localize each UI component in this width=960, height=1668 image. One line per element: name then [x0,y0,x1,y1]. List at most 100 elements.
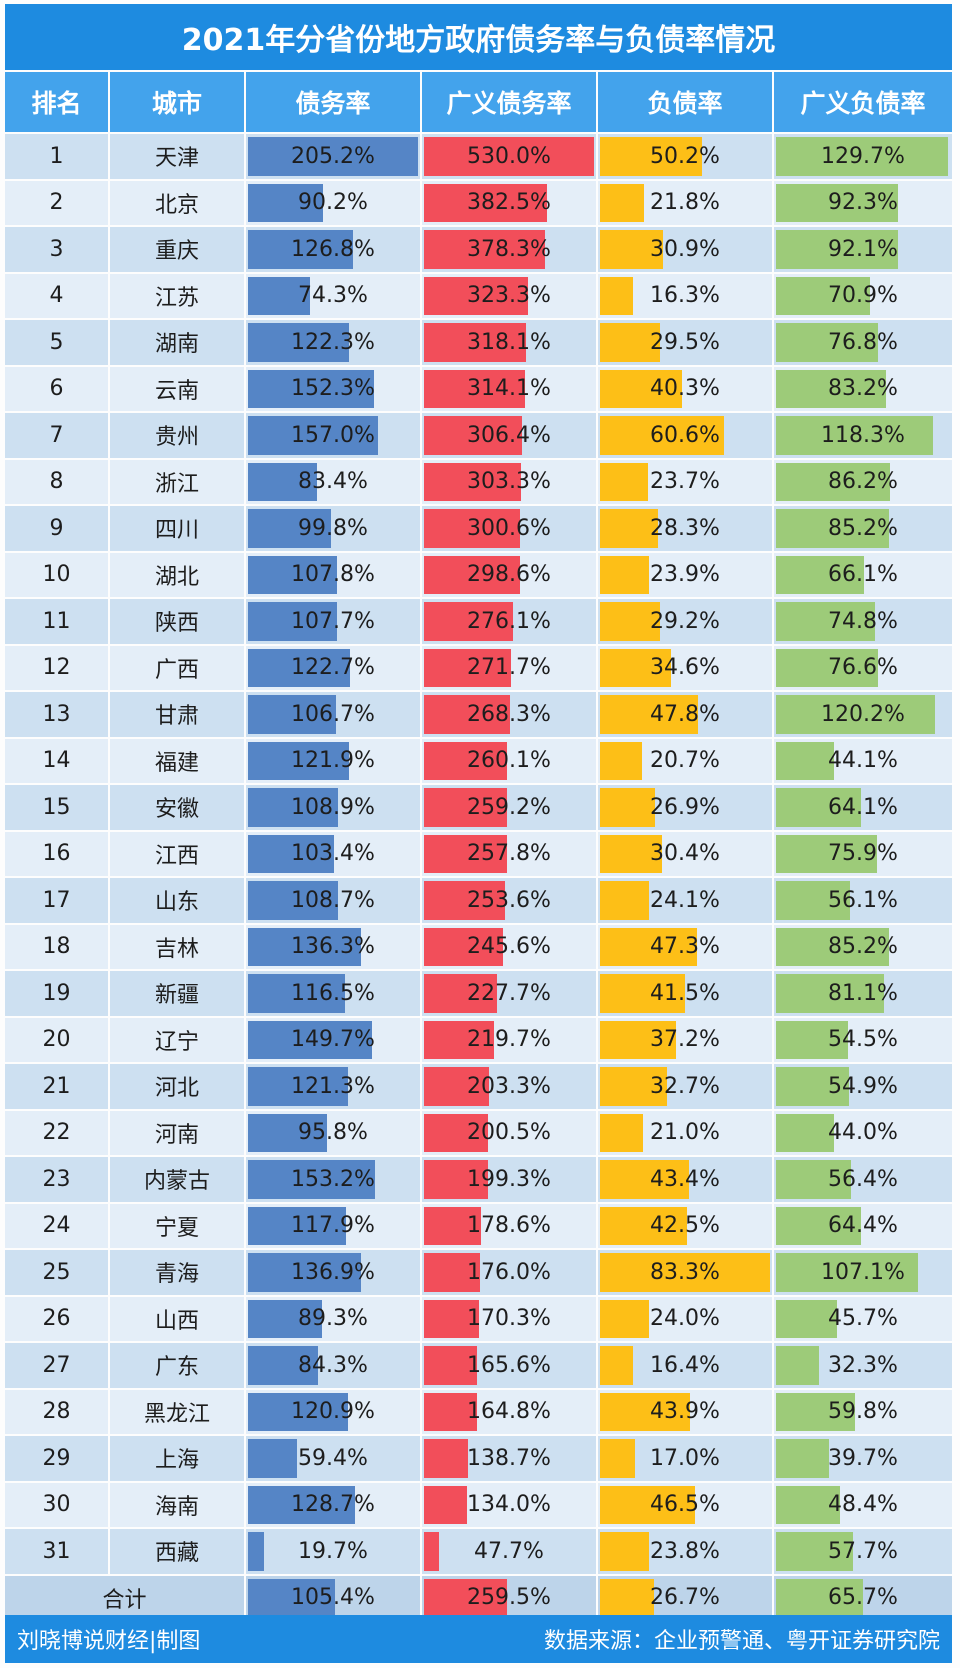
broad-liability-ratio-value: 56.4% [828,1166,898,1192]
broad-debt-ratio-bar [424,834,507,873]
city-cell: 甘肃 [110,692,246,739]
broad-debt-ratio-cell: 259.5% [422,1575,598,1622]
broad-liability-ratio-bar [776,602,875,641]
liability-ratio-bar [600,1439,635,1478]
broad-debt-ratio-bar [424,788,507,827]
city-cell: 上海 [110,1436,246,1483]
broad-debt-ratio-value: 268.3% [467,701,551,727]
liability-ratio-value: 17.0% [650,1445,720,1471]
broad-debt-ratio-bar [424,741,507,780]
table-row: 19 新疆 116.5% 227.7% 41.5% 81.1% [5,971,952,1018]
broad-liability-ratio-value: 92.1% [828,236,898,262]
city-cell: 江苏 [110,273,246,320]
broad-liability-ratio-cell: 54.5% [774,1017,952,1064]
rank-cell: 7 [5,413,110,460]
broad-liability-ratio-bar [776,1067,849,1106]
broad-liability-ratio-bar [776,1485,840,1524]
liability-ratio-cell: 29.2% [598,599,774,646]
liability-ratio-cell: 37.2% [598,1017,774,1064]
liability-ratio-bar [600,1578,654,1617]
liability-ratio-bar [600,416,724,455]
debt-ratio-cell: 90.2% [246,180,422,227]
total-row: 合计 105.4% 259.5% 26.7% 65.7% [5,1575,952,1622]
broad-liability-ratio-value: 66.1% [828,562,898,588]
liability-ratio-cell: 30.4% [598,831,774,878]
broad-debt-ratio-value: 164.8% [467,1399,551,1425]
liability-ratio-bar [600,369,682,408]
liability-ratio-bar [600,695,698,734]
broad-debt-ratio-cell: 47.7% [422,1529,598,1576]
debt-ratio-cell: 149.7% [246,1017,422,1064]
table-row: 24 宁夏 117.9% 178.6% 42.5% 64.4% [5,1203,952,1250]
footer: 刘晓博说财经|制图 数据来源：企业预警通、粤开证券研究院 [5,1615,952,1663]
col-header-rank: 排名 [5,72,110,134]
debt-ratio-bar [248,137,418,176]
broad-liability-ratio-value: 44.1% [828,748,898,774]
broad-debt-ratio-cell: 268.3% [422,692,598,739]
table-row: 20 辽宁 149.7% 219.7% 37.2% 54.5% [5,1017,952,1064]
table-body: 1 天津 205.2% 530.0% 50.2% 129.7% 2 北京 90.2% 382.5%… [5,134,952,1622]
rank-cell: 4 [5,273,110,320]
rank-cell: 2 [5,180,110,227]
liability-ratio-value: 34.6% [650,655,720,681]
debt-ratio-cell: 121.9% [246,738,422,785]
broad-debt-ratio-bar [424,1206,481,1245]
liability-ratio-value: 29.5% [650,329,720,355]
broad-liability-ratio-bar [776,1346,819,1385]
broad-debt-ratio-bar [424,323,526,362]
debt-ratio-cell: 95.8% [246,1110,422,1157]
chart-title: 2021年分省份地方政府债务率与负债率情况 [5,4,952,70]
debt-ratio-bar [248,741,349,780]
table-row: 21 河北 121.3% 203.3% 32.7% 54.9% [5,1064,952,1111]
broad-debt-ratio-value: 219.7% [467,1027,551,1053]
broad-liability-ratio-cell: 48.4% [774,1482,952,1529]
liability-ratio-bar [600,1392,690,1431]
table-row: 4 江苏 74.3% 323.3% 16.3% 70.9% [5,273,952,320]
broad-liability-ratio-value: 85.2% [828,934,898,960]
liability-ratio-cell: 24.1% [598,878,774,925]
table-row: 25 青海 136.9% 176.0% 83.3% 107.1% [5,1250,952,1297]
rank-cell: 15 [5,785,110,832]
rank-cell: 8 [5,459,110,506]
rank-cell: 22 [5,1110,110,1157]
broad-debt-ratio-cell: 306.4% [422,413,598,460]
broad-liability-ratio-cell: 56.4% [774,1157,952,1204]
broad-liability-ratio-bar [776,509,889,548]
debt-ratio-value: 149.7% [291,1027,375,1053]
table-row: 22 河南 95.8% 200.5% 21.0% 44.0% [5,1110,952,1157]
broad-debt-ratio-cell: 170.3% [422,1296,598,1343]
broad-debt-ratio-value: 276.1% [467,608,551,634]
broad-debt-ratio-value: 382.5% [467,190,551,216]
liability-ratio-value: 16.4% [650,1352,720,1378]
liability-ratio-cell: 17.0% [598,1436,774,1483]
broad-debt-ratio-value: 165.6% [467,1352,551,1378]
table-row: 3 重庆 126.8% 378.3% 30.9% 92.1% [5,227,952,274]
debt-ratio-bar [248,1299,322,1338]
broad-liability-ratio-bar [776,555,864,594]
debt-ratio-value: 136.3% [291,934,375,960]
liability-ratio-value: 23.7% [650,469,720,495]
debt-ratio-bar [248,1532,264,1571]
broad-debt-ratio-bar [424,881,505,920]
liability-ratio-value: 29.2% [650,608,720,634]
broad-debt-ratio-value: 259.2% [467,794,551,820]
table-row: 29 上海 59.4% 138.7% 17.0% 39.7% [5,1436,952,1483]
broad-liability-ratio-value: 54.9% [828,1073,898,1099]
liability-ratio-value: 32.7% [650,1073,720,1099]
broad-liability-ratio-cell: 44.1% [774,738,952,785]
broad-debt-ratio-cell: 219.7% [422,1017,598,1064]
city-cell: 云南 [110,366,246,413]
broad-debt-ratio-cell: 259.2% [422,785,598,832]
liability-ratio-bar [600,1020,676,1059]
rank-cell: 28 [5,1389,110,1436]
broad-liability-ratio-value: 57.7% [828,1538,898,1564]
broad-liability-ratio-cell: 65.7% [774,1575,952,1622]
debt-ratio-bar [248,834,334,873]
city-cell: 河南 [110,1110,246,1157]
liability-ratio-cell: 21.0% [598,1110,774,1157]
debt-ratio-value: 103.4% [291,841,375,867]
debt-ratio-bar [248,1113,327,1152]
city-cell: 重庆 [110,227,246,274]
total-label: 合计 [5,1575,246,1622]
